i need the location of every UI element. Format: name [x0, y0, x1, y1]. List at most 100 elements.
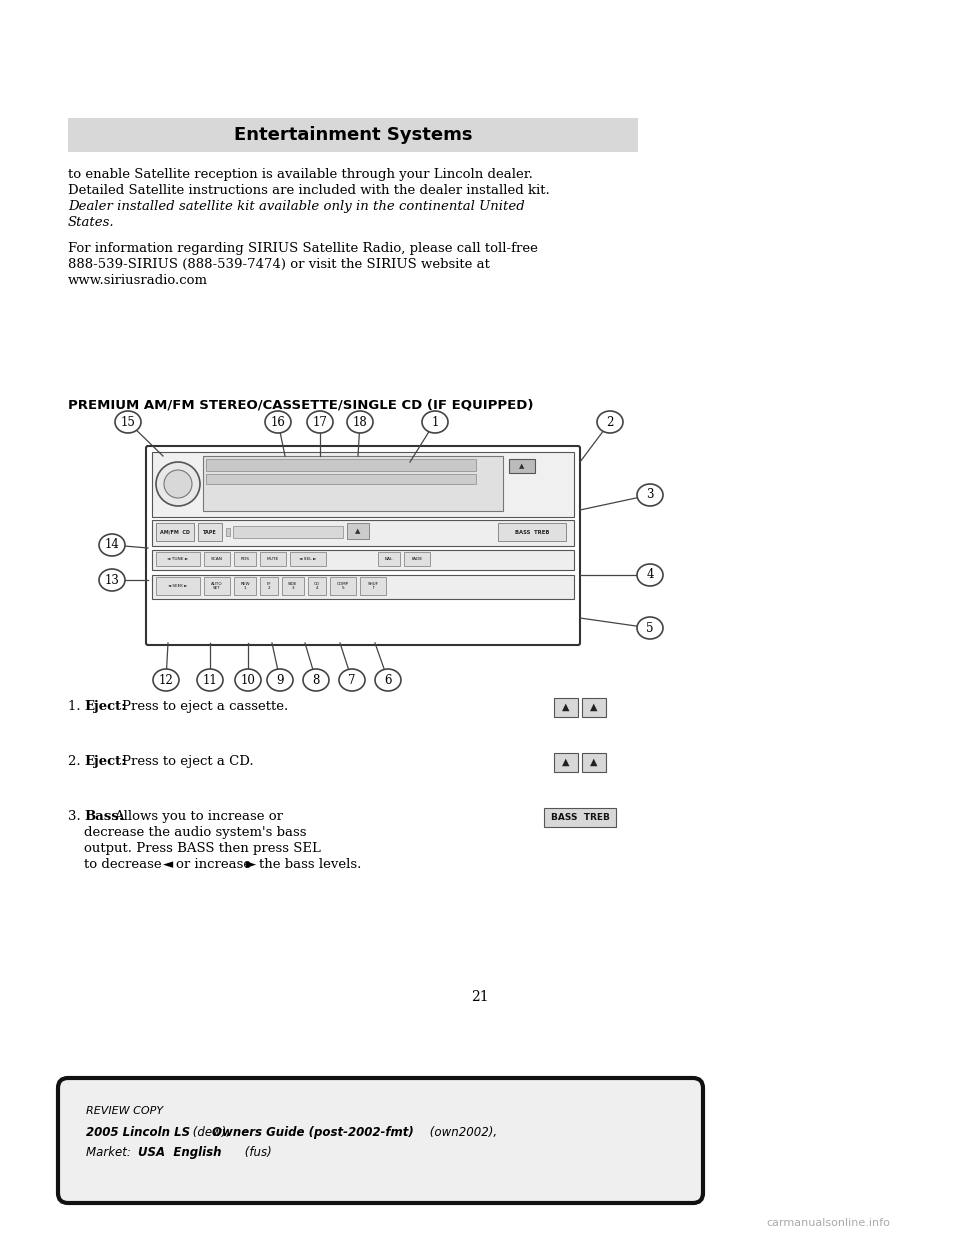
- Text: 17: 17: [313, 416, 327, 428]
- Ellipse shape: [375, 669, 401, 691]
- Ellipse shape: [307, 411, 333, 433]
- FancyBboxPatch shape: [347, 523, 369, 539]
- Text: ▲: ▲: [590, 758, 598, 768]
- Text: ▲: ▲: [519, 463, 525, 469]
- Text: 14: 14: [105, 539, 119, 551]
- Text: ◄ TUNE ►: ◄ TUNE ►: [167, 556, 188, 561]
- Text: www.siriusradio.com: www.siriusradio.com: [68, 274, 208, 287]
- FancyBboxPatch shape: [290, 551, 326, 566]
- Text: USA  English: USA English: [138, 1146, 222, 1159]
- Text: Eject:: Eject:: [84, 700, 126, 713]
- Text: 1: 1: [431, 416, 439, 428]
- Text: Dealer installed satellite kit available only in the continental United: Dealer installed satellite kit available…: [68, 200, 525, 212]
- FancyBboxPatch shape: [152, 520, 574, 546]
- FancyBboxPatch shape: [582, 698, 606, 717]
- Text: AM/FM  CD: AM/FM CD: [160, 529, 190, 534]
- Text: Detailed Satellite instructions are included with the dealer installed kit.: Detailed Satellite instructions are incl…: [68, 184, 550, 197]
- Text: 15: 15: [121, 416, 135, 428]
- FancyBboxPatch shape: [68, 118, 638, 152]
- Text: FF
2: FF 2: [267, 581, 272, 590]
- FancyBboxPatch shape: [203, 456, 503, 510]
- Text: to enable Satellite reception is available through your Lincoln dealer.: to enable Satellite reception is availab…: [68, 168, 533, 181]
- FancyBboxPatch shape: [544, 809, 616, 827]
- Text: SCAN: SCAN: [211, 556, 223, 561]
- FancyBboxPatch shape: [260, 578, 278, 595]
- Ellipse shape: [637, 564, 663, 586]
- Text: (fus): (fus): [241, 1146, 272, 1159]
- Ellipse shape: [197, 669, 223, 691]
- Text: Press to eject a CD.: Press to eject a CD.: [122, 755, 253, 768]
- FancyBboxPatch shape: [152, 550, 574, 570]
- FancyBboxPatch shape: [58, 1078, 703, 1203]
- FancyBboxPatch shape: [152, 575, 574, 599]
- FancyBboxPatch shape: [234, 578, 256, 595]
- FancyBboxPatch shape: [156, 523, 194, 542]
- Text: ◄: ◄: [163, 858, 173, 871]
- Text: or increase: or increase: [176, 858, 252, 871]
- Ellipse shape: [347, 411, 373, 433]
- FancyBboxPatch shape: [282, 578, 304, 595]
- Text: BASS  TREB: BASS TREB: [551, 812, 610, 821]
- Text: COMP
5: COMP 5: [337, 581, 349, 590]
- Text: decrease the audio system's bass: decrease the audio system's bass: [84, 826, 306, 840]
- Text: ▲: ▲: [563, 702, 569, 712]
- Ellipse shape: [99, 569, 125, 591]
- Text: ◄ SEL ►: ◄ SEL ►: [300, 556, 317, 561]
- FancyBboxPatch shape: [226, 528, 230, 537]
- Text: BASS  TREB: BASS TREB: [515, 529, 549, 534]
- FancyBboxPatch shape: [330, 578, 356, 595]
- Text: Bass:: Bass:: [84, 810, 124, 823]
- Ellipse shape: [265, 411, 291, 433]
- Text: 8: 8: [312, 673, 320, 687]
- Text: (own2002),: (own2002),: [426, 1126, 497, 1139]
- Text: Owners Guide (post-2002-fmt): Owners Guide (post-2002-fmt): [212, 1126, 414, 1139]
- Text: ▲: ▲: [355, 528, 361, 534]
- Ellipse shape: [235, 669, 261, 691]
- Text: REW
1: REW 1: [240, 581, 250, 590]
- Text: TAPE: TAPE: [204, 529, 217, 534]
- FancyBboxPatch shape: [582, 753, 606, 773]
- Text: 3.: 3.: [68, 810, 85, 823]
- Text: SHUF
↑: SHUF ↑: [368, 581, 378, 590]
- Text: (dew),: (dew),: [189, 1126, 234, 1139]
- FancyBboxPatch shape: [204, 551, 230, 566]
- Circle shape: [164, 469, 192, 498]
- Text: 2: 2: [607, 416, 613, 428]
- Text: Press to eject a cassette.: Press to eject a cassette.: [122, 700, 288, 713]
- Ellipse shape: [597, 411, 623, 433]
- Text: 13: 13: [105, 574, 119, 586]
- Text: 7: 7: [348, 673, 356, 687]
- Text: output. Press BASS then press SEL: output. Press BASS then press SEL: [84, 842, 321, 854]
- Text: 11: 11: [203, 673, 217, 687]
- Text: For information regarding SIRIUS Satellite Radio, please call toll-free: For information regarding SIRIUS Satelli…: [68, 242, 538, 255]
- Text: MUTE: MUTE: [267, 556, 279, 561]
- FancyBboxPatch shape: [498, 523, 566, 542]
- Ellipse shape: [267, 669, 293, 691]
- Text: 1.: 1.: [68, 700, 84, 713]
- FancyBboxPatch shape: [378, 551, 400, 566]
- FancyBboxPatch shape: [206, 474, 476, 484]
- Ellipse shape: [637, 484, 663, 505]
- Text: the bass levels.: the bass levels.: [259, 858, 361, 871]
- Text: BAL: BAL: [385, 556, 394, 561]
- Text: 21: 21: [471, 990, 489, 1004]
- Text: 2005 Lincoln LS: 2005 Lincoln LS: [86, 1126, 190, 1139]
- Text: Entertainment Systems: Entertainment Systems: [233, 125, 472, 144]
- Text: Eject:: Eject:: [84, 755, 126, 768]
- FancyBboxPatch shape: [156, 551, 200, 566]
- Ellipse shape: [303, 669, 329, 691]
- Text: FADE: FADE: [412, 556, 422, 561]
- Text: 3: 3: [646, 488, 654, 502]
- FancyBboxPatch shape: [152, 452, 574, 517]
- Ellipse shape: [153, 669, 179, 691]
- Text: REVIEW COPY: REVIEW COPY: [86, 1105, 163, 1117]
- FancyBboxPatch shape: [360, 578, 386, 595]
- FancyBboxPatch shape: [554, 753, 578, 773]
- Text: CD
4: CD 4: [314, 581, 320, 590]
- FancyBboxPatch shape: [146, 446, 580, 645]
- Circle shape: [156, 462, 200, 505]
- FancyBboxPatch shape: [554, 698, 578, 717]
- Ellipse shape: [339, 669, 365, 691]
- Text: 5: 5: [646, 621, 654, 635]
- FancyBboxPatch shape: [509, 460, 535, 473]
